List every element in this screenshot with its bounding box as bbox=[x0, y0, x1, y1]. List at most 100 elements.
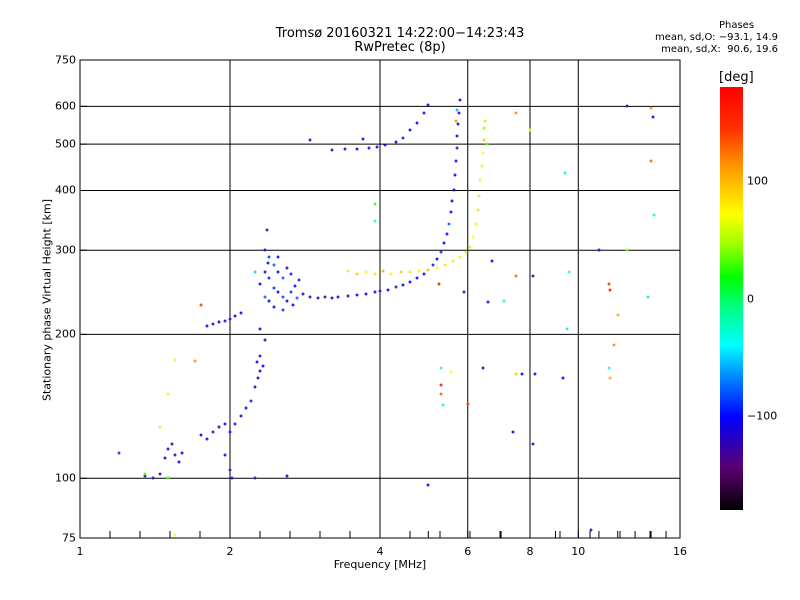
x-tick-label: 6 bbox=[464, 545, 472, 558]
data-point bbox=[455, 108, 459, 112]
data-point bbox=[514, 372, 518, 376]
data-point bbox=[217, 425, 221, 429]
data-point bbox=[301, 292, 305, 296]
data-point bbox=[263, 248, 267, 252]
data-point bbox=[166, 392, 170, 396]
data-point bbox=[408, 270, 412, 274]
data-point bbox=[449, 210, 453, 214]
data-point bbox=[437, 282, 441, 286]
data-point bbox=[117, 451, 121, 455]
data-point bbox=[502, 299, 506, 303]
data-point bbox=[607, 366, 611, 370]
data-point bbox=[482, 126, 486, 130]
data-point bbox=[151, 476, 155, 480]
data-point bbox=[608, 288, 612, 292]
data-point bbox=[454, 159, 458, 163]
data-point bbox=[258, 354, 262, 358]
data-point bbox=[422, 111, 426, 115]
data-point bbox=[266, 261, 270, 265]
data-point bbox=[452, 188, 456, 192]
data-point bbox=[528, 128, 532, 132]
data-point bbox=[249, 399, 253, 403]
data-point bbox=[239, 311, 243, 315]
data-point bbox=[173, 533, 177, 537]
data-point bbox=[533, 372, 537, 376]
data-point bbox=[323, 295, 327, 299]
data-point bbox=[223, 319, 227, 323]
y-tick-label: 100 bbox=[55, 471, 76, 485]
data-point bbox=[166, 476, 170, 480]
data-point bbox=[401, 136, 405, 140]
data-point bbox=[394, 140, 398, 144]
data-point bbox=[272, 286, 276, 290]
data-point bbox=[295, 296, 299, 300]
data-point bbox=[336, 295, 340, 299]
data-point bbox=[193, 359, 197, 363]
data-point bbox=[346, 269, 350, 273]
data-point bbox=[455, 134, 459, 138]
colorbar-unit: [deg] bbox=[719, 70, 754, 85]
data-point bbox=[177, 460, 181, 464]
data-point bbox=[223, 422, 227, 426]
data-point bbox=[228, 468, 232, 472]
data-point bbox=[143, 472, 147, 476]
data-point bbox=[378, 289, 382, 293]
data-point bbox=[394, 285, 398, 289]
data-point bbox=[281, 295, 285, 299]
data-point bbox=[199, 303, 203, 307]
data-point bbox=[256, 376, 260, 380]
data-point bbox=[217, 320, 221, 324]
data-point bbox=[441, 403, 445, 407]
data-point bbox=[355, 272, 359, 276]
data-point bbox=[285, 299, 289, 303]
data-point bbox=[364, 270, 368, 274]
data-point bbox=[255, 360, 259, 364]
data-point bbox=[445, 232, 449, 236]
data-point bbox=[531, 274, 535, 278]
data-point bbox=[330, 148, 334, 152]
data-point bbox=[616, 313, 620, 317]
data-point bbox=[458, 255, 462, 259]
data-point bbox=[417, 269, 421, 273]
data-point bbox=[373, 202, 377, 206]
data-point bbox=[454, 119, 458, 123]
data-point bbox=[316, 296, 320, 300]
data-point bbox=[455, 146, 459, 150]
data-point bbox=[330, 296, 334, 300]
colorbar-tick-label: 0 bbox=[747, 292, 754, 305]
colorbar-tick-label: −100 bbox=[747, 409, 778, 423]
data-point bbox=[520, 372, 524, 376]
chart-subtitle: RwPretec (8p) bbox=[354, 40, 446, 55]
data-point bbox=[468, 245, 472, 249]
data-point bbox=[563, 171, 567, 175]
data-point bbox=[649, 106, 653, 110]
data-point bbox=[267, 255, 271, 259]
data-point bbox=[267, 299, 271, 303]
phase-stats-o: mean, sd,O: −93.1, 14.9 bbox=[655, 32, 778, 43]
data-point bbox=[170, 442, 174, 446]
y-tick-label: 500 bbox=[55, 137, 76, 151]
y-tick-label: 750 bbox=[55, 53, 76, 67]
data-point bbox=[612, 343, 616, 347]
data-point bbox=[625, 248, 629, 252]
data-point bbox=[173, 358, 177, 362]
data-point bbox=[471, 235, 475, 239]
data-point bbox=[450, 199, 454, 203]
data-point bbox=[476, 208, 480, 212]
data-point bbox=[265, 228, 269, 232]
data-point bbox=[435, 266, 439, 270]
data-point bbox=[281, 308, 285, 312]
data-point bbox=[205, 437, 209, 441]
data-point bbox=[453, 173, 457, 177]
data-point bbox=[431, 263, 435, 267]
data-point bbox=[408, 280, 412, 284]
data-point bbox=[646, 295, 650, 299]
data-point bbox=[561, 376, 565, 380]
data-point bbox=[272, 305, 276, 309]
data-point bbox=[426, 103, 430, 107]
data-point bbox=[272, 263, 276, 267]
data-point bbox=[173, 453, 177, 457]
data-point bbox=[381, 269, 385, 273]
